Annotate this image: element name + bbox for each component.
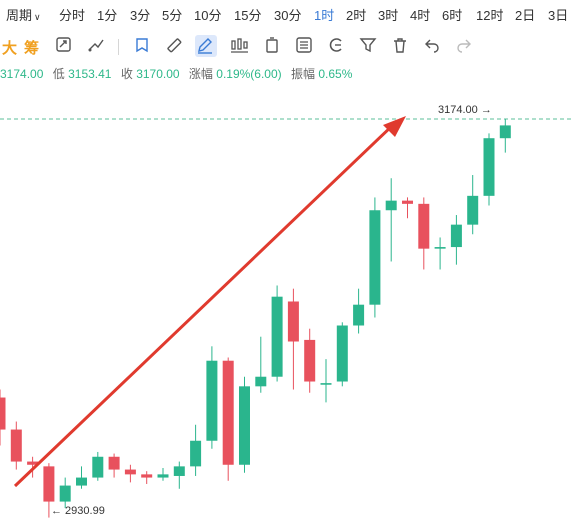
- undo-icon[interactable]: [422, 35, 444, 57]
- tab-timeframe[interactable]: 3日: [548, 8, 569, 23]
- candle-up[interactable]: [369, 210, 381, 305]
- tab-timeframe[interactable]: 4时: [410, 8, 431, 23]
- candles-group: [0, 119, 511, 518]
- chip-tool-text[interactable]: 大: [2, 40, 18, 57]
- ruler-icon[interactable]: [164, 35, 186, 57]
- candle-up[interactable]: [271, 296, 283, 377]
- candle-up[interactable]: [336, 325, 348, 382]
- tab-timeframe-active[interactable]: 1时: [314, 8, 335, 23]
- candle-down[interactable]: [43, 466, 55, 502]
- low-price-label: ← 2930.99: [51, 505, 105, 517]
- trash-icon[interactable]: [390, 35, 412, 57]
- candle-down[interactable]: [402, 200, 413, 204]
- candle-down[interactable]: [108, 456, 120, 470]
- redo-icon[interactable]: [454, 35, 476, 57]
- candle-down[interactable]: [287, 301, 299, 342]
- candle-up[interactable]: [450, 224, 462, 248]
- candle-up[interactable]: [206, 360, 218, 441]
- tab-timeframe[interactable]: 12时: [476, 8, 504, 23]
- chip-tool-text[interactable]: 筹: [24, 40, 40, 57]
- chevron-down-icon: ∨: [34, 12, 41, 22]
- tab-timeframe[interactable]: 2日: [515, 8, 536, 23]
- candle-up[interactable]: [190, 440, 202, 467]
- period-dropdown[interactable]: 周期 ∨: [6, 5, 41, 24]
- magnet-icon[interactable]: [326, 35, 348, 57]
- candle-up[interactable]: [434, 247, 446, 249]
- candle-down[interactable]: [141, 474, 153, 478]
- fib-icon[interactable]: [294, 35, 316, 57]
- trend-arrow[interactable]: [13, 116, 406, 488]
- candle-up[interactable]: [353, 304, 365, 326]
- candlestick-chart[interactable]: 3174.00 → ← 2930.99: [0, 95, 571, 523]
- candle-down[interactable]: [124, 469, 136, 475]
- screen-icon[interactable]: [54, 35, 76, 57]
- trend-arrow-line: [13, 122, 396, 488]
- candle-up[interactable]: [157, 474, 169, 478]
- candle-up[interactable]: [385, 200, 397, 211]
- candle-up[interactable]: [320, 383, 332, 385]
- candle-down[interactable]: [304, 339, 316, 382]
- tab-timeframe[interactable]: 6时: [442, 8, 463, 23]
- candle-down[interactable]: [222, 360, 234, 465]
- candle-up[interactable]: [239, 386, 250, 465]
- candle-down[interactable]: [0, 397, 6, 430]
- candle-up[interactable]: [76, 477, 87, 486]
- candle-up[interactable]: [483, 138, 495, 196]
- amplitude-value: 0.65%: [318, 67, 353, 81]
- change-value: 0.19%(6.00): [216, 67, 282, 81]
- drawing-toolbar: 大 筹: [0, 30, 571, 60]
- candlestick-icon[interactable]: [229, 35, 251, 57]
- change-label: 涨幅: [188, 67, 213, 81]
- draw-line-icon[interactable]: [86, 35, 108, 57]
- candle-down[interactable]: [10, 429, 22, 462]
- close-label: 收: [120, 67, 133, 81]
- open-value: 3174.00: [0, 67, 44, 81]
- tab-timeframe[interactable]: 15分: [234, 8, 262, 23]
- timeframe-bar: 周期 ∨ 分时 1分 3分 5分 10分 15分 30分 1时 2时 3时 4时 …: [0, 0, 571, 26]
- candle-up[interactable]: [499, 125, 511, 139]
- candle-up[interactable]: [467, 195, 479, 225]
- candle-up[interactable]: [59, 485, 71, 502]
- high-price-label: 3174.00 →: [438, 104, 492, 116]
- candle-down[interactable]: [418, 203, 430, 249]
- close-value: 3170.00: [136, 67, 180, 81]
- tab-timeframe[interactable]: 3时: [378, 8, 399, 23]
- tab-timeframe[interactable]: 2时: [346, 8, 367, 23]
- trend-arrow-head: [383, 116, 406, 137]
- filter-icon[interactable]: [358, 35, 380, 57]
- low-label: 低: [52, 67, 65, 81]
- period-label: 周期: [6, 8, 33, 23]
- battery-icon[interactable]: [262, 35, 284, 57]
- tab-timeframe[interactable]: 30分: [274, 8, 302, 23]
- tab-timeframe[interactable]: 10分: [194, 8, 222, 23]
- tab-timeframe[interactable]: 分时: [59, 8, 86, 23]
- amplitude-label: 振幅: [291, 67, 316, 81]
- tab-timeframe[interactable]: 1分: [97, 8, 118, 23]
- quote-bar: 3174.00 低 3153.41 收 3170.00 涨幅 0.19%(6.0…: [0, 65, 358, 82]
- tab-timeframe[interactable]: 3分: [130, 8, 151, 23]
- tab-timeframe[interactable]: 5分: [162, 8, 183, 23]
- candle-up[interactable]: [255, 376, 267, 387]
- candle-down[interactable]: [27, 461, 39, 465]
- bookmark-icon[interactable]: [132, 35, 154, 57]
- low-value: 3153.41: [68, 67, 112, 81]
- candle-up[interactable]: [173, 466, 185, 476]
- candle-up[interactable]: [92, 456, 104, 478]
- pen-icon[interactable]: [195, 35, 217, 57]
